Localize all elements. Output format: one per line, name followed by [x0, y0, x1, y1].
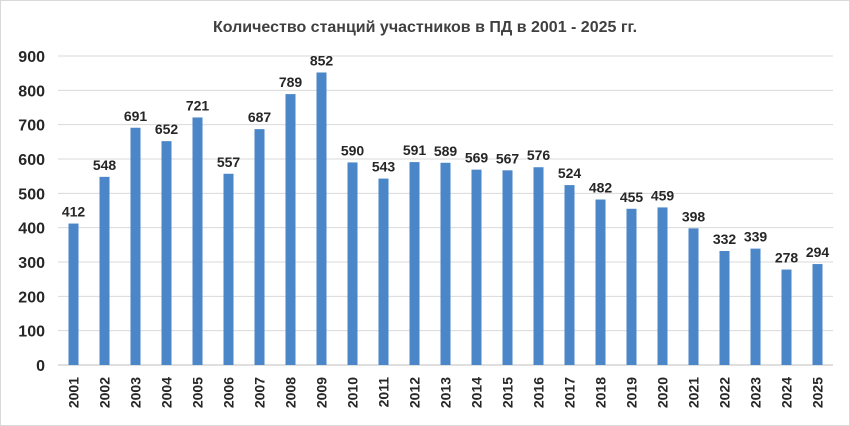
- x-tick-label-2014: 2014: [469, 377, 485, 408]
- data-label-2016: 576: [527, 147, 551, 163]
- bar-2020: [657, 207, 668, 365]
- bar-2005: [192, 117, 203, 365]
- bar-2007: [254, 129, 265, 365]
- data-label-2004: 652: [155, 121, 179, 137]
- x-tick-label-2009: 2009: [314, 377, 330, 408]
- data-label-2023: 339: [744, 229, 768, 245]
- bar-2019: [626, 208, 637, 365]
- x-tick-label-2024: 2024: [779, 377, 795, 408]
- y-tick-label-300: 300: [18, 255, 45, 272]
- bar-2008: [285, 94, 296, 366]
- bars: [68, 72, 823, 366]
- data-label-2002: 548: [93, 157, 117, 173]
- data-label-2008: 789: [279, 74, 303, 90]
- data-label-2019: 455: [620, 189, 644, 205]
- y-tick-label-500: 500: [18, 186, 45, 203]
- bar-2017: [564, 185, 575, 365]
- data-label-2020: 459: [651, 187, 675, 203]
- x-tick-label-2015: 2015: [500, 377, 516, 408]
- data-label-2018: 482: [589, 180, 613, 196]
- y-tick-label-200: 200: [18, 289, 45, 306]
- x-tick-label-2004: 2004: [159, 377, 175, 408]
- data-label-2025: 294: [806, 244, 830, 260]
- x-tick-label-2002: 2002: [97, 377, 113, 408]
- x-tick-label-2017: 2017: [562, 377, 578, 408]
- x-tick-label-2011: 2011: [376, 377, 392, 408]
- bar-2004: [161, 141, 172, 365]
- bar-2022: [719, 251, 730, 365]
- data-label-2021: 398: [682, 208, 706, 224]
- data-label-2009: 852: [310, 52, 334, 68]
- data-label-2024: 278: [775, 250, 799, 266]
- data-label-2011: 543: [372, 159, 396, 175]
- x-tick-label-2025: 2025: [810, 377, 826, 408]
- x-tick-label-2020: 2020: [655, 377, 671, 408]
- data-label-2003: 691: [124, 108, 148, 124]
- bar-2011: [378, 178, 389, 365]
- bar-2002: [99, 176, 110, 365]
- x-tick-label-2008: 2008: [283, 377, 299, 408]
- chart-title: Количество станций участников в ПД в 200…: [213, 19, 637, 36]
- data-label-2014: 569: [465, 150, 489, 166]
- x-tick-label-2016: 2016: [531, 377, 547, 408]
- y-tick-label-600: 600: [18, 152, 45, 169]
- x-tick-label-2018: 2018: [593, 377, 609, 408]
- bar-2001: [68, 223, 79, 365]
- x-tick-label-2023: 2023: [748, 377, 764, 408]
- data-label-2017: 524: [558, 165, 582, 181]
- bar-2016: [533, 167, 544, 365]
- y-tick-label-700: 700: [18, 118, 45, 135]
- x-tick-label-2007: 2007: [252, 377, 268, 408]
- y-tick-label-800: 800: [18, 83, 45, 100]
- y-tick-label-100: 100: [18, 324, 45, 341]
- bar-2010: [347, 162, 358, 365]
- data-label-2012: 591: [403, 142, 427, 158]
- bar-2009: [316, 72, 327, 365]
- x-tick-label-2010: 2010: [345, 377, 361, 408]
- bar-2024: [781, 269, 792, 365]
- x-tick-label-2001: 2001: [66, 377, 82, 408]
- bar-2012: [409, 162, 420, 365]
- x-tick-label-2003: 2003: [128, 377, 144, 408]
- x-axis: 2001 2002 2003 2004 2005 2006 2007 2008 2009 2010…: [66, 377, 826, 408]
- bar-2014: [471, 169, 482, 365]
- bar-2023: [750, 248, 761, 365]
- x-tick-label-2021: 2021: [686, 377, 702, 408]
- data-label-2010: 590: [341, 142, 365, 158]
- bar-2003: [130, 127, 141, 365]
- x-tick-label-2019: 2019: [624, 377, 640, 408]
- data-label-2007: 687: [248, 109, 272, 125]
- data-label-2001: 412: [62, 204, 86, 220]
- bar-2015: [502, 170, 513, 365]
- bar-2013: [440, 162, 451, 365]
- data-label-2013: 589: [434, 143, 458, 159]
- data-labels: 412 548 691 652 721 557 687 789 852 590 543 591 589 5…: [62, 52, 830, 265]
- x-tick-label-2012: 2012: [407, 377, 423, 408]
- y-axis: 0 100 200 300 400 500 600 700 800 900: [18, 49, 45, 375]
- bar-2025: [812, 264, 823, 365]
- data-label-2022: 332: [713, 231, 737, 247]
- x-tick-label-2005: 2005: [190, 377, 206, 408]
- bar-2018: [595, 199, 606, 365]
- y-tick-label-0: 0: [36, 358, 45, 375]
- bar-2021: [688, 228, 699, 365]
- x-tick-label-2013: 2013: [438, 377, 454, 408]
- data-label-2015: 567: [496, 150, 520, 166]
- data-label-2006: 557: [217, 154, 241, 170]
- y-tick-label-400: 400: [18, 221, 45, 238]
- y-tick-label-900: 900: [18, 49, 45, 66]
- bar-2006: [223, 173, 234, 365]
- x-tick-label-2006: 2006: [221, 377, 237, 408]
- x-tick-label-2022: 2022: [717, 377, 733, 408]
- data-label-2005: 721: [186, 97, 210, 113]
